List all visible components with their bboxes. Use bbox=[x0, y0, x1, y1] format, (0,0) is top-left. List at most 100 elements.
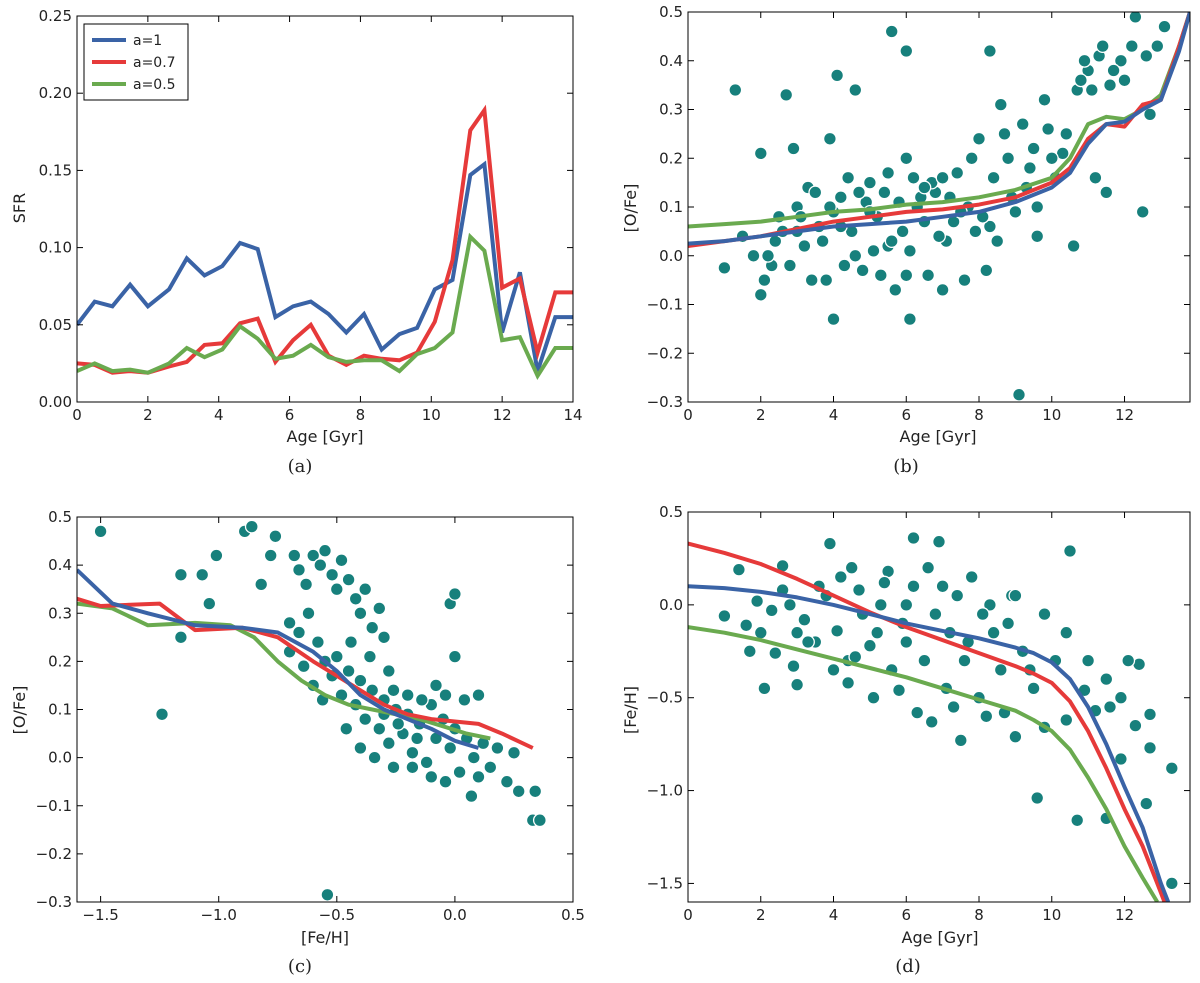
point-c-54 bbox=[499, 774, 514, 789]
point-d-71 bbox=[786, 659, 801, 674]
xtick-label-b-2: 4 bbox=[829, 406, 839, 424]
point-b-22 bbox=[862, 175, 877, 190]
point-c-73 bbox=[362, 649, 377, 664]
point-b-15 bbox=[822, 131, 837, 146]
point-c-80 bbox=[457, 692, 472, 707]
model-curve-d-red bbox=[688, 541, 1167, 902]
xtick-label-a-3: 6 bbox=[285, 406, 295, 424]
xtick-label-a-4: 8 bbox=[356, 406, 366, 424]
panel-b: (b) Age [Gyr] [O/Fe] bbox=[621, 184, 976, 477]
point-c-6 bbox=[209, 548, 224, 563]
point-d-91 bbox=[753, 625, 768, 640]
xtick-label-d-0: 0 bbox=[683, 906, 693, 924]
series-line-a-2 bbox=[77, 232, 573, 380]
point-b-94 bbox=[815, 234, 830, 249]
point-b-49 bbox=[1157, 19, 1172, 34]
xtick-label-b-1: 2 bbox=[756, 406, 766, 424]
point-c-62 bbox=[341, 572, 356, 587]
point-c-39 bbox=[405, 745, 420, 760]
point-c-65 bbox=[358, 582, 373, 597]
point-b-54 bbox=[1030, 229, 1045, 244]
point-b-62 bbox=[855, 263, 870, 278]
point-c-58 bbox=[318, 543, 332, 558]
point-c-69 bbox=[299, 577, 314, 592]
point-b-80 bbox=[986, 170, 1001, 185]
point-b-91 bbox=[1139, 48, 1154, 63]
point-c-78 bbox=[429, 678, 443, 693]
plot-area-a bbox=[77, 104, 573, 380]
xlabel-d: Age [Gyr] bbox=[902, 928, 979, 947]
point-d-33 bbox=[782, 597, 797, 612]
point-c-1 bbox=[155, 707, 169, 722]
point-d-88 bbox=[1001, 616, 1016, 631]
point-b-95 bbox=[848, 248, 863, 263]
xtick-label-a-1: 2 bbox=[143, 406, 153, 424]
xtick-label-a-5: 10 bbox=[422, 406, 441, 424]
point-d-93 bbox=[1103, 700, 1117, 714]
point-c-68 bbox=[377, 630, 391, 645]
point-b-53 bbox=[1066, 239, 1081, 253]
point-b-96 bbox=[866, 243, 881, 258]
xlabel-b: Age [Gyr] bbox=[900, 427, 977, 446]
point-d-95 bbox=[1081, 653, 1096, 668]
plot-area-c bbox=[77, 519, 547, 902]
xtick-label-c-3: 0.0 bbox=[443, 906, 467, 924]
point-b-102 bbox=[990, 234, 1005, 249]
point-b-20 bbox=[833, 190, 848, 205]
point-d-86 bbox=[957, 653, 972, 668]
ytick-label-c-3: 0.0 bbox=[48, 749, 72, 767]
ylabel-d: [Fe/H] bbox=[621, 686, 640, 734]
xtick-label-a-2: 4 bbox=[214, 406, 224, 424]
ytick-label-c-0: −0.3 bbox=[36, 893, 72, 911]
point-d-41 bbox=[873, 597, 888, 612]
point-b-12 bbox=[717, 260, 732, 275]
point-b-7 bbox=[1012, 387, 1026, 402]
ylabel-b: [O/Fe] bbox=[621, 184, 640, 233]
point-b-92 bbox=[1150, 39, 1165, 54]
point-b-99 bbox=[932, 229, 946, 244]
point-b-50 bbox=[1128, 12, 1143, 24]
model-curve-c-green bbox=[77, 601, 491, 741]
point-b-34 bbox=[993, 97, 1008, 112]
point-d-24 bbox=[1164, 876, 1179, 891]
point-c-95 bbox=[391, 716, 406, 731]
ytick-label-c-6: 0.3 bbox=[48, 604, 72, 622]
point-c-9 bbox=[254, 577, 269, 592]
point-b-4 bbox=[884, 24, 899, 39]
point-b-63 bbox=[837, 258, 852, 273]
point-d-3 bbox=[757, 681, 772, 696]
point-c-12 bbox=[320, 887, 335, 902]
point-c-92 bbox=[296, 659, 311, 674]
point-b-44 bbox=[1103, 78, 1117, 93]
point-b-26 bbox=[906, 170, 921, 185]
point-b-107 bbox=[852, 185, 866, 200]
point-c-17 bbox=[532, 813, 547, 828]
point-d-12 bbox=[979, 709, 994, 724]
point-d-81 bbox=[826, 662, 841, 677]
point-b-87 bbox=[1106, 63, 1121, 78]
point-d-15 bbox=[1059, 713, 1074, 727]
xtick-label-b-5: 10 bbox=[1042, 406, 1061, 424]
point-b-33 bbox=[982, 219, 997, 234]
point-b-32 bbox=[972, 131, 986, 146]
point-b-116 bbox=[899, 151, 914, 166]
point-c-77 bbox=[414, 692, 429, 707]
point-c-71 bbox=[287, 548, 302, 563]
point-d-75 bbox=[892, 683, 906, 698]
point-c-21 bbox=[292, 625, 306, 640]
point-d-9 bbox=[906, 531, 921, 545]
legend-label-a05: a=0.5 bbox=[133, 77, 176, 93]
point-d-21 bbox=[1139, 796, 1154, 811]
ytick-label-d-1: −1.0 bbox=[647, 782, 683, 800]
point-b-48 bbox=[1143, 107, 1157, 122]
point-b-60 bbox=[888, 282, 903, 297]
model-curve-d-blue bbox=[688, 584, 1171, 902]
point-c-4 bbox=[195, 567, 210, 582]
point-b-65 bbox=[804, 273, 819, 288]
point-d-22 bbox=[1143, 740, 1157, 755]
point-d-90 bbox=[742, 644, 757, 659]
ytick-label-b-6: 0.3 bbox=[659, 101, 683, 119]
point-d-23 bbox=[1164, 761, 1179, 776]
point-b-79 bbox=[964, 151, 979, 166]
model-curve-b-blue bbox=[688, 12, 1190, 246]
